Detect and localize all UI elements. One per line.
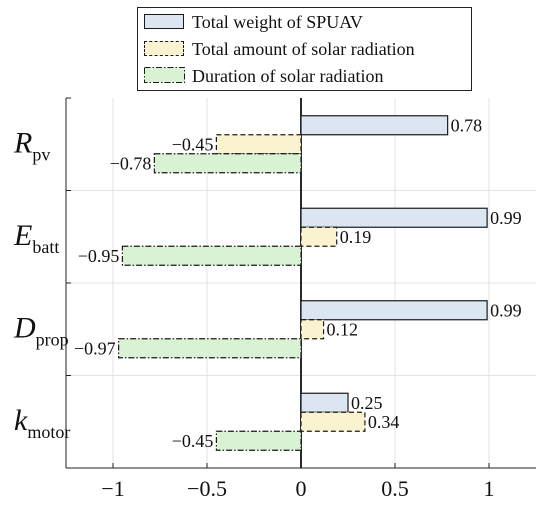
data-label-pv-series-2: −0.78 (110, 153, 152, 173)
bar-pv-series-1 (215, 134, 302, 155)
data-label-batt-series-2: −0.95 (78, 246, 120, 266)
bar-prop-series-0 (300, 300, 488, 321)
data-label-prop-series-2: −0.97 (74, 338, 116, 358)
x-tick-label: 0 (296, 476, 307, 501)
legend-swatch-solar-duration (144, 67, 185, 83)
bar-batt-series-1 (300, 226, 338, 247)
data-label-prop-series-0: 0.99 (490, 300, 522, 320)
data-label-motor-series-2: −0.45 (172, 431, 214, 451)
legend-item-solar-amount: Total amount of solar radiation (144, 38, 464, 60)
legend-label-total-weight: Total weight of SPUAV (192, 12, 363, 32)
category-label-subscript: motor (27, 422, 70, 442)
bar-motor-series-2 (215, 430, 302, 451)
bar-prop-series-1 (300, 319, 325, 340)
legend: Total weight of SPUAV Total amount of so… (137, 7, 472, 91)
category-label-subscript: prop (36, 329, 69, 349)
bar-motor-series-1 (300, 411, 366, 432)
data-label-pv-series-1: −0.45 (172, 134, 214, 154)
bar-pv-series-0 (300, 115, 449, 136)
category-label-batt: Ebatt (13, 219, 59, 257)
category-label-base: k (14, 404, 28, 437)
bar-pv-series-2 (153, 153, 302, 174)
data-label-motor-series-1: 0.34 (368, 412, 400, 432)
data-label-prop-series-1: 0.12 (327, 319, 359, 339)
data-label-motor-series-0: 0.25 (351, 393, 383, 413)
bar-prop-series-2 (118, 338, 302, 359)
legend-item-solar-duration: Duration of solar radiation (144, 65, 464, 87)
legend-label-solar-amount: Total amount of solar radiation (192, 39, 415, 59)
legend-swatch-total-weight (144, 14, 184, 29)
bar-batt-series-2 (121, 245, 302, 266)
category-label-base: R (13, 126, 32, 159)
bar-motor-series-0 (300, 392, 349, 413)
legend-swatch-solar-amount (144, 41, 184, 56)
x-tick-label: 0.5 (381, 476, 409, 501)
category-label-base: E (13, 219, 32, 252)
category-label-pv: Rpv (13, 126, 50, 164)
x-tick-label: −0.5 (187, 476, 227, 501)
category-label-prop: Dprop (13, 311, 69, 349)
data-label-pv-series-0: 0.78 (451, 115, 483, 135)
data-label-batt-series-0: 0.99 (490, 208, 522, 228)
bar-batt-series-0 (300, 207, 488, 228)
legend-item-total-weight: Total weight of SPUAV (144, 11, 464, 33)
category-label-base: D (13, 311, 36, 344)
legend-label-solar-duration: Duration of solar radiation (192, 66, 384, 86)
category-label-subscript: pv (32, 144, 50, 164)
category-label-motor: kmotor (14, 404, 70, 442)
category-label-subscript: batt (32, 237, 59, 257)
x-tick-label: 1 (484, 476, 495, 501)
data-label-batt-series-1: 0.19 (340, 227, 372, 247)
x-tick-label: −1 (101, 476, 124, 501)
